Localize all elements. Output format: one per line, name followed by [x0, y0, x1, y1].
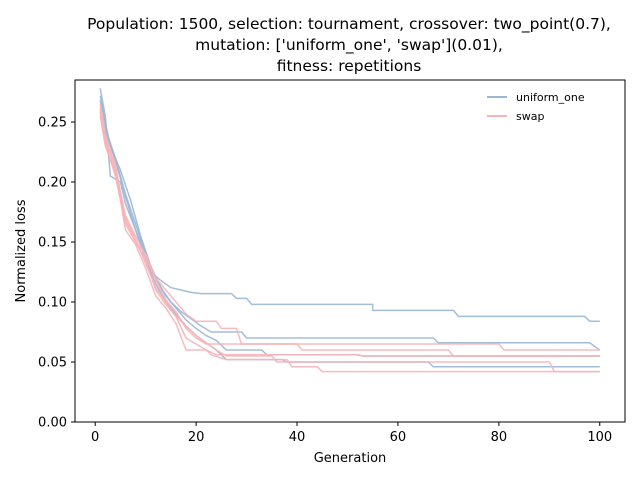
y-tick-label: 0.00 — [38, 416, 67, 431]
series-line-uniform-one-1 — [99, 88, 600, 322]
title-line-1: Population: 1500, selection: tournament,… — [87, 15, 611, 34]
y-tick-label: 0.20 — [38, 176, 67, 191]
series-line-uniform-one-2 — [99, 95, 601, 351]
y-axis: 0.00 0.05 0.10 0.15 0.20 0.25 — [38, 116, 75, 431]
series-line-swap-6 — [99, 109, 600, 373]
x-tick-label: 20 — [188, 430, 205, 445]
x-axis-label: Generation — [314, 451, 387, 466]
legend: uniform_one swap — [487, 91, 585, 123]
x-tick-label: 60 — [390, 430, 407, 445]
series-line-swap-9 — [99, 115, 600, 373]
y-tick-label: 0.10 — [38, 296, 67, 311]
y-axis-label: Normalized loss — [14, 199, 29, 302]
legend-label-uniform-one: uniform_one — [516, 91, 585, 104]
title-line-2: mutation: ['uniform_one', 'swap'](0.01), — [195, 36, 503, 55]
legend-label-swap: swap — [516, 110, 544, 123]
plot-frame — [74, 79, 626, 423]
title-line-3: fitness: repetitions — [277, 57, 422, 75]
x-tick-label: 100 — [587, 430, 612, 445]
x-tick-label: 80 — [491, 430, 508, 445]
y-tick-label: 0.05 — [38, 356, 67, 371]
series-group — [99, 88, 601, 373]
chart-title: Population: 1500, selection: tournament,… — [87, 15, 611, 75]
y-tick-label: 0.25 — [38, 116, 67, 131]
y-tick-label: 0.15 — [38, 236, 67, 251]
x-tick-label: 40 — [289, 430, 306, 445]
x-axis: 0 20 40 60 80 100 — [91, 422, 612, 445]
x-tick-label: 0 — [91, 430, 99, 445]
